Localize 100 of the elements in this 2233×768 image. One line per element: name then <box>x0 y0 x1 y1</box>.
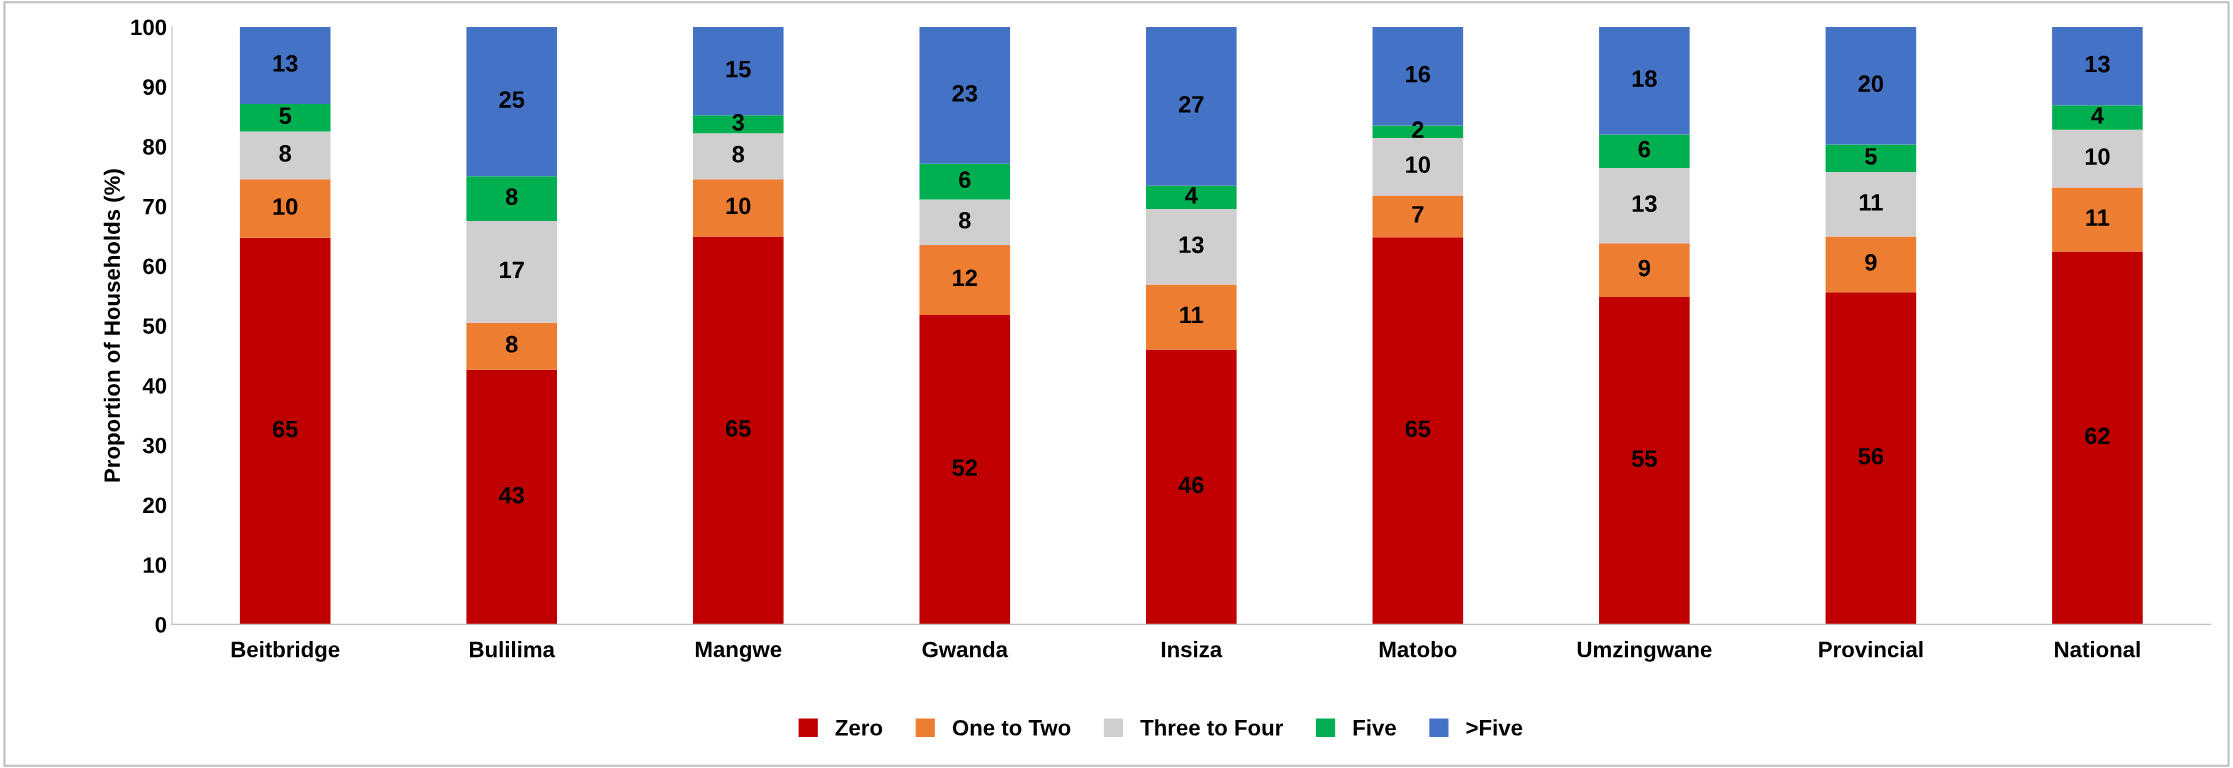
y-tick-label: 30 <box>142 437 167 454</box>
x-tick-label: Gwanda <box>922 641 1009 658</box>
bar <box>692 115 784 134</box>
bar <box>919 163 1011 200</box>
bar <box>919 26 1011 164</box>
y-tick-label: 90 <box>143 79 167 95</box>
data-label: 6 <box>1638 140 1651 158</box>
data-label: 15 <box>726 60 751 78</box>
bar <box>2052 187 2143 252</box>
y-axis-title: Proportion of Households (%) <box>103 169 125 482</box>
data-label: 13 <box>273 55 298 72</box>
data-label: 12 <box>953 269 977 287</box>
data-label: 25 <box>499 91 525 108</box>
bar <box>1372 195 1464 238</box>
bar <box>1599 167 1690 244</box>
x-tick-label: Matobo <box>1379 641 1457 658</box>
bar <box>1825 172 1917 237</box>
bar <box>1146 284 1237 350</box>
bar <box>692 133 784 180</box>
data-label: 10 <box>726 197 751 215</box>
bar <box>1825 236 1917 293</box>
data-label: 8 <box>958 211 971 229</box>
legend-label: One to Two <box>952 719 1071 736</box>
data-label: 5 <box>279 107 292 125</box>
data-label: 11 <box>1859 194 1883 211</box>
bar <box>466 176 558 222</box>
bar <box>919 314 1011 625</box>
bar <box>239 26 331 104</box>
data-label: 3 <box>732 113 744 131</box>
x-tick-label: Provincial <box>1819 641 1923 658</box>
bar <box>1372 138 1464 196</box>
bar <box>466 221 558 323</box>
data-label: 43 <box>498 486 525 504</box>
data-label: 8 <box>732 145 745 163</box>
bar <box>2052 105 2143 130</box>
data-label: 10 <box>1406 156 1430 174</box>
bar <box>466 369 558 625</box>
bar <box>2052 26 2143 106</box>
bar <box>239 237 331 625</box>
data-label: 46 <box>1178 476 1204 494</box>
data-label: 8 <box>279 144 292 162</box>
data-label: 9 <box>1638 259 1651 277</box>
data-label: 18 <box>1632 70 1657 87</box>
y-tick-label: 50 <box>143 318 167 334</box>
bar <box>239 131 331 180</box>
legend-label: Three to Four <box>1140 719 1283 736</box>
bar <box>1599 134 1690 168</box>
data-label: 17 <box>500 261 524 278</box>
bar <box>1372 237 1464 625</box>
bar <box>466 322 558 370</box>
bar <box>239 179 331 238</box>
bar <box>2052 129 2143 188</box>
bar <box>1825 144 1917 173</box>
x-tick-label: National <box>2055 641 2140 658</box>
bar <box>692 236 784 625</box>
bar <box>692 179 784 237</box>
bar <box>239 103 331 132</box>
bar <box>1599 26 1690 135</box>
y-tick-label: 60 <box>143 258 167 275</box>
data-label: 5 <box>1865 148 1877 165</box>
x-tick-label: Mangwe <box>695 641 782 662</box>
data-label: 4 <box>2091 107 2104 124</box>
data-label: 13 <box>1179 236 1204 254</box>
data-label: 65 <box>1405 420 1431 438</box>
y-tick-label: 40 <box>142 377 167 394</box>
y-tick-label: 20 <box>143 497 167 514</box>
data-label: 10 <box>273 198 298 215</box>
data-label: 56 <box>1858 447 1884 465</box>
data-label: 52 <box>952 459 977 476</box>
data-label: 11 <box>1180 306 1204 324</box>
legend-label: Zero <box>835 720 883 736</box>
legend-label: >Five <box>1466 719 1523 736</box>
data-label: 10 <box>2085 148 2110 165</box>
data-label: 65 <box>725 420 751 437</box>
bar <box>1146 185 1237 210</box>
data-label: 2 <box>1412 121 1424 138</box>
bar <box>1825 292 1917 625</box>
y-tick-label: 10 <box>143 557 167 573</box>
data-label: 23 <box>952 84 978 102</box>
data-label: 11 <box>2086 209 2110 226</box>
data-label: 6 <box>959 171 971 188</box>
x-tick-label: Insiza <box>1161 641 1223 658</box>
data-label: 55 <box>1631 450 1657 468</box>
data-label: 20 <box>1858 75 1884 93</box>
data-label: 8 <box>505 188 518 205</box>
data-label: 62 <box>2085 427 2110 445</box>
bar <box>2052 251 2143 625</box>
data-label: 13 <box>1632 195 1657 212</box>
data-label: 4 <box>1185 187 1198 204</box>
bar <box>1146 349 1237 625</box>
data-label: 27 <box>1178 95 1204 113</box>
data-label: 65 <box>272 420 298 438</box>
bar <box>1146 209 1237 285</box>
bar <box>919 199 1011 245</box>
x-tick-label: Umzingwane <box>1577 641 1712 662</box>
y-tick-label: 70 <box>143 198 167 215</box>
bar <box>466 26 558 177</box>
bar <box>1599 243 1690 297</box>
x-tick-label: Beitbridge <box>231 641 340 662</box>
bar <box>1146 26 1237 186</box>
